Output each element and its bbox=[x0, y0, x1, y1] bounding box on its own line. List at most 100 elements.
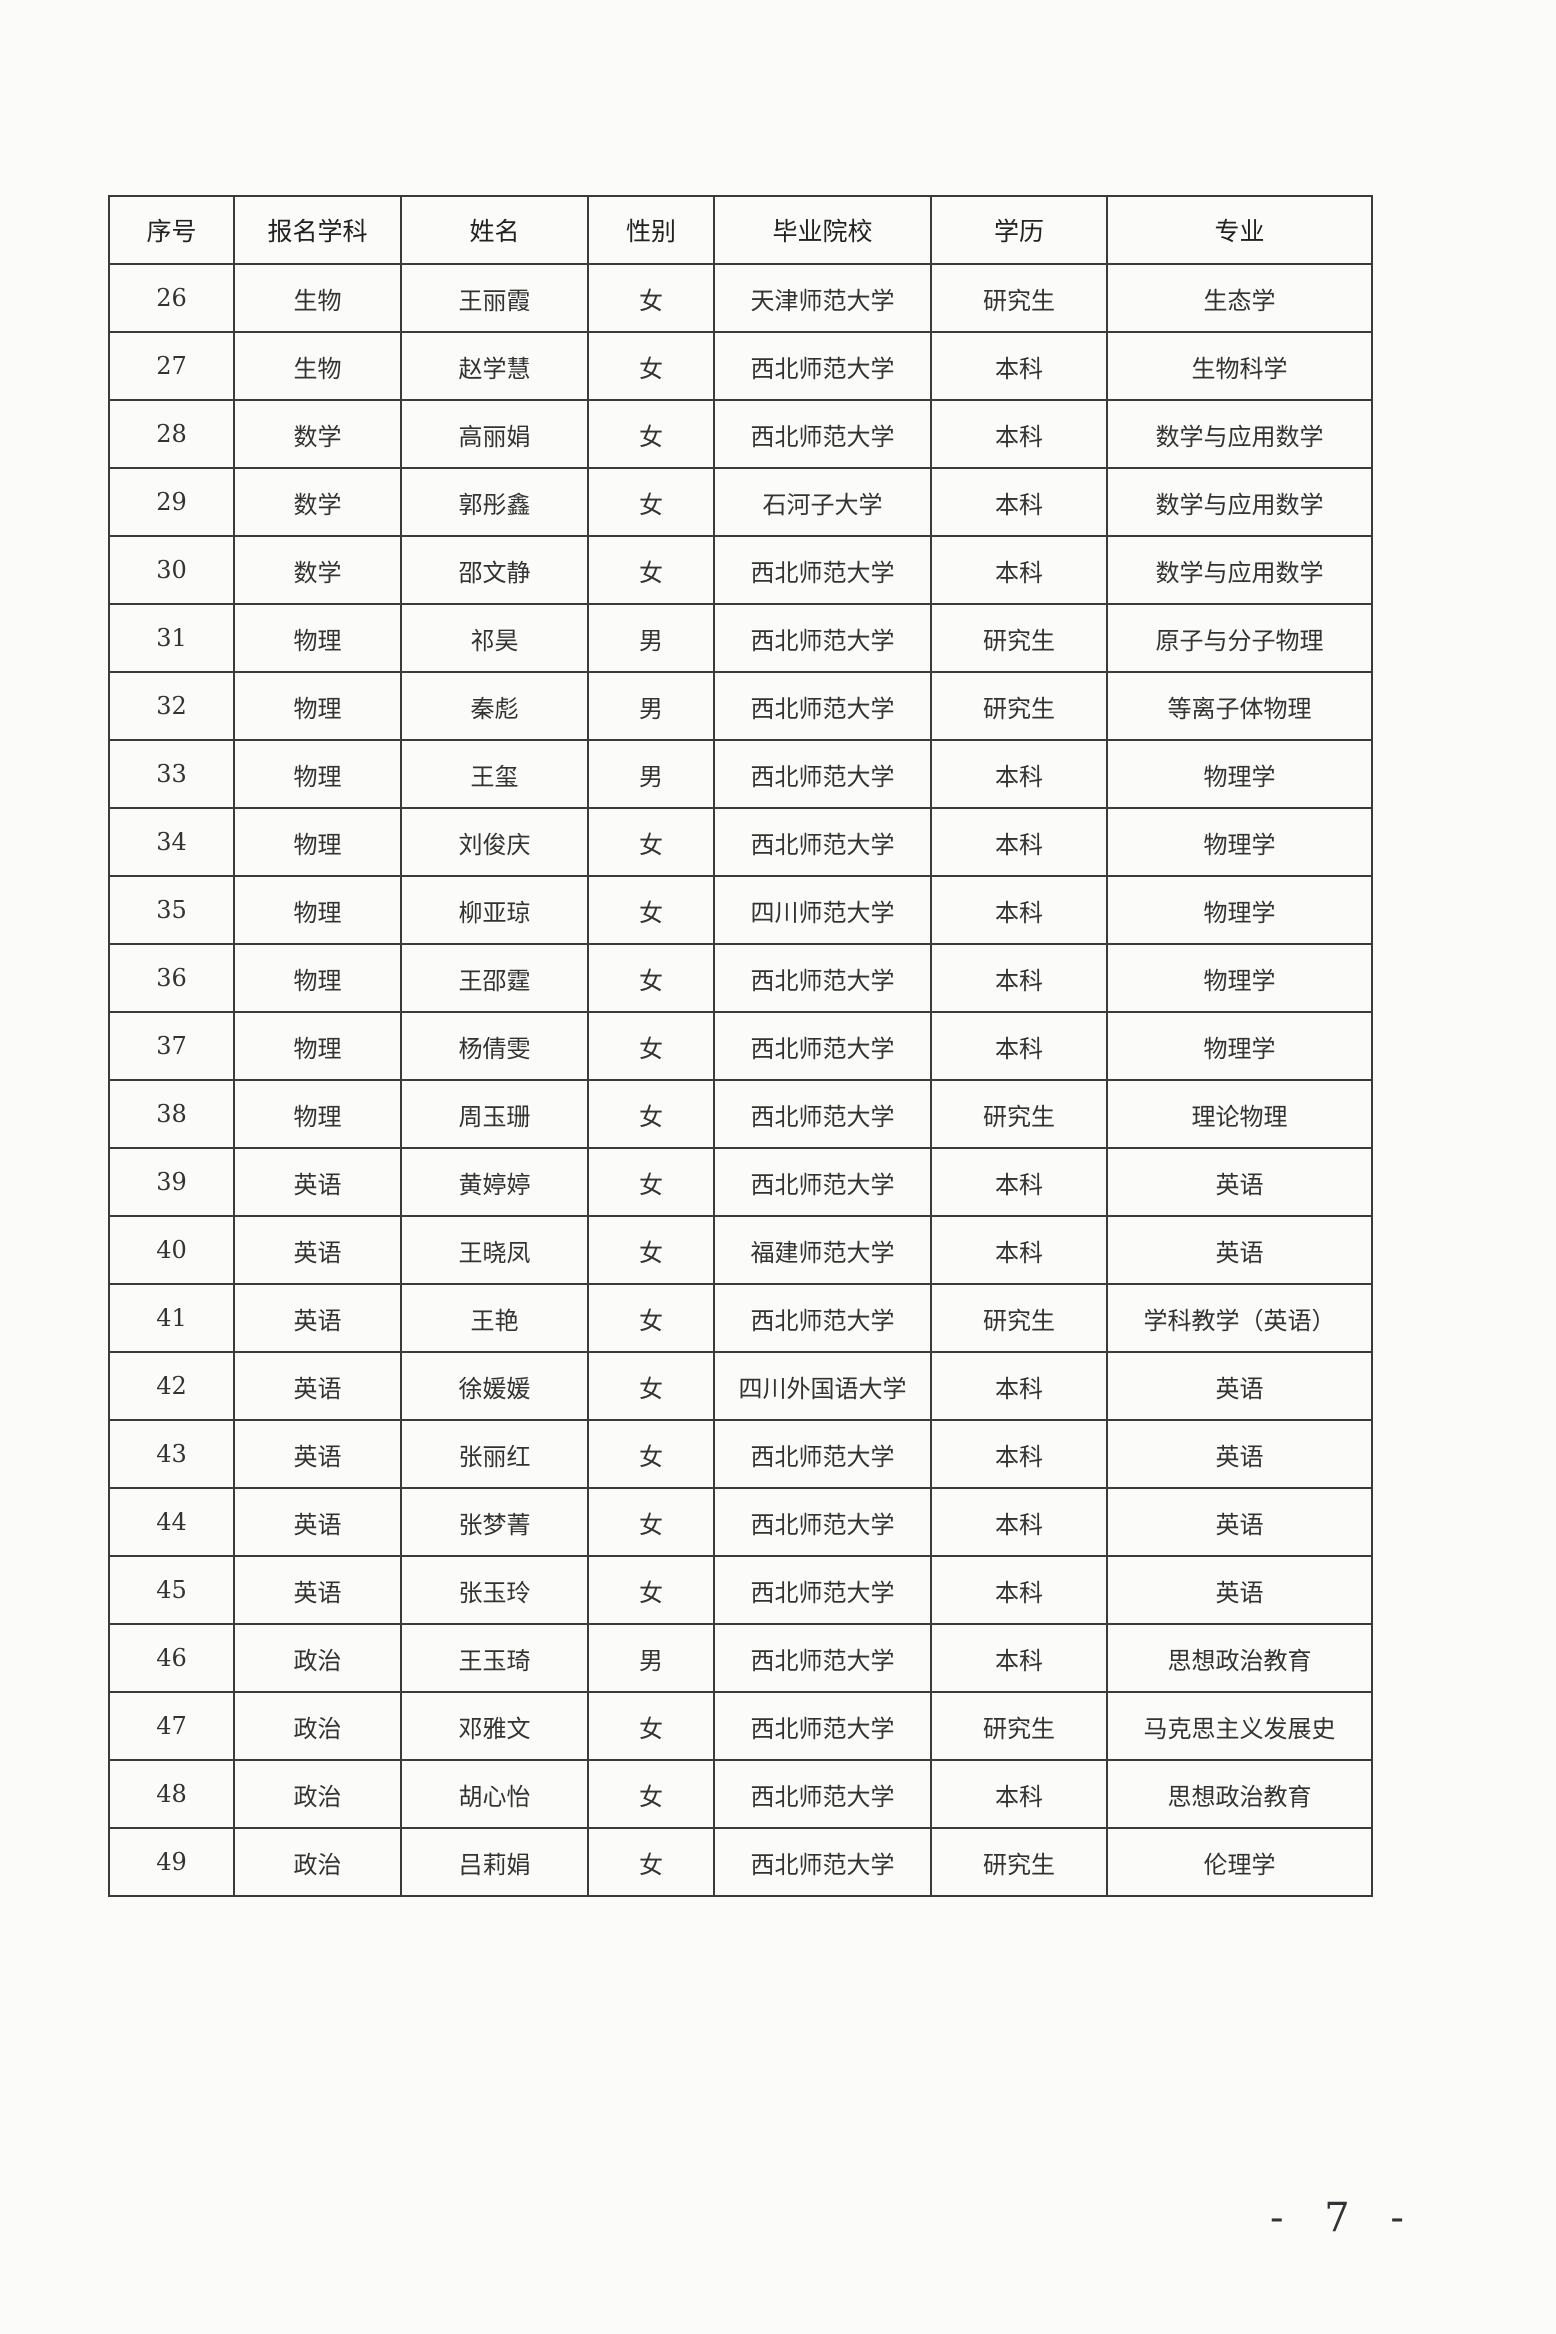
cell-major: 生态学 bbox=[1106, 263, 1373, 333]
cell-subject: 政治 bbox=[233, 1827, 402, 1897]
cell-index: 47 bbox=[108, 1691, 235, 1761]
cell-name: 张丽红 bbox=[400, 1419, 589, 1489]
cell-school: 西北师范大学 bbox=[713, 1011, 932, 1081]
cell-major: 物理学 bbox=[1106, 875, 1373, 945]
cell-index: 30 bbox=[108, 535, 235, 605]
cell-index: 43 bbox=[108, 1419, 235, 1489]
cell-school: 四川师范大学 bbox=[713, 875, 932, 945]
cell-name: 王玺 bbox=[400, 739, 589, 809]
cell-degree: 本科 bbox=[930, 1351, 1108, 1421]
table-row: 44 英语 张梦菁女西北师范大学 本科 英语 bbox=[108, 1487, 1373, 1557]
cell-name: 赵学慧 bbox=[400, 331, 589, 401]
cell-school: 西北师范大学 bbox=[713, 1623, 932, 1693]
cell-name: 秦彪 bbox=[400, 671, 589, 741]
cell-name: 徐媛媛 bbox=[400, 1351, 589, 1421]
cell-school: 西北师范大学 bbox=[713, 739, 932, 809]
cell-degree: 本科 bbox=[930, 875, 1108, 945]
cell-subject: 物理 bbox=[233, 875, 402, 945]
cell-gender: 男 bbox=[587, 739, 715, 809]
cell-gender: 女 bbox=[587, 399, 715, 469]
cell-index: 39 bbox=[108, 1147, 235, 1217]
cell-major: 物理学 bbox=[1106, 739, 1373, 809]
table-row: 29 数学 郭彤鑫女石河子大学 本科 数学与应用数学 bbox=[108, 467, 1373, 537]
cell-degree: 研究生 bbox=[930, 1283, 1108, 1353]
cell-degree: 本科 bbox=[930, 807, 1108, 877]
cell-major: 伦理学 bbox=[1106, 1827, 1373, 1897]
cell-school: 西北师范大学 bbox=[713, 1283, 932, 1353]
cell-name: 杨倩雯 bbox=[400, 1011, 589, 1081]
cell-name: 张玉玲 bbox=[400, 1555, 589, 1625]
table-row: 31 物理 祁昊男西北师范大学 研究生 原子与分子物理 bbox=[108, 603, 1373, 673]
cell-gender: 女 bbox=[587, 1283, 715, 1353]
table-row: 39 英语 黄婷婷女西北师范大学 本科 英语 bbox=[108, 1147, 1373, 1217]
cell-major: 英语 bbox=[1106, 1419, 1373, 1489]
table-row: 37 物理 杨倩雯女西北师范大学 本科 物理学 bbox=[108, 1011, 1373, 1081]
cell-name: 周玉珊 bbox=[400, 1079, 589, 1149]
cell-gender: 女 bbox=[587, 1827, 715, 1897]
cell-name: 邓雅文 bbox=[400, 1691, 589, 1761]
table-row: 42 英语 徐媛媛女四川外国语大学 本科 英语 bbox=[108, 1351, 1373, 1421]
cell-gender: 女 bbox=[587, 1147, 715, 1217]
table-row: 34 物理 刘俊庆女西北师范大学 本科 物理学 bbox=[108, 807, 1373, 877]
cell-school: 西北师范大学 bbox=[713, 603, 932, 673]
cell-major: 马克思主义发展史 bbox=[1106, 1691, 1373, 1761]
header-subject: 报名学科 bbox=[233, 195, 402, 265]
cell-degree: 本科 bbox=[930, 1623, 1108, 1693]
table-row: 49 政治 吕莉娟女西北师范大学 研究生 伦理学 bbox=[108, 1827, 1373, 1897]
cell-school: 西北师范大学 bbox=[713, 1079, 932, 1149]
cell-degree: 本科 bbox=[930, 739, 1108, 809]
table-row: 45 英语 张玉玲女西北师范大学 本科 英语 bbox=[108, 1555, 1373, 1625]
cell-major: 数学与应用数学 bbox=[1106, 467, 1373, 537]
cell-subject: 物理 bbox=[233, 1079, 402, 1149]
cell-degree: 本科 bbox=[930, 1419, 1108, 1489]
table-row: 46 政治 王玉琦男西北师范大学 本科 思想政治教育 bbox=[108, 1623, 1373, 1693]
cell-gender: 男 bbox=[587, 671, 715, 741]
cell-school: 西北师范大学 bbox=[713, 399, 932, 469]
cell-index: 33 bbox=[108, 739, 235, 809]
cell-degree: 本科 bbox=[930, 943, 1108, 1013]
table-row: 27 生物 赵学慧女西北师范大学 本科 生物科学 bbox=[108, 331, 1373, 401]
cell-index: 37 bbox=[108, 1011, 235, 1081]
cell-name: 邵文静 bbox=[400, 535, 589, 605]
header-gender: 性别 bbox=[587, 195, 715, 265]
table-row: 36 物理 王邵霆女西北师范大学 本科 物理学 bbox=[108, 943, 1373, 1013]
cell-name: 王丽霞 bbox=[400, 263, 589, 333]
cell-school: 西北师范大学 bbox=[713, 1419, 932, 1489]
cell-major: 物理学 bbox=[1106, 943, 1373, 1013]
cell-index: 34 bbox=[108, 807, 235, 877]
cell-gender: 女 bbox=[587, 1215, 715, 1285]
table-row: 32 物理 秦彪男西北师范大学 研究生 等离子体物理 bbox=[108, 671, 1373, 741]
cell-gender: 女 bbox=[587, 535, 715, 605]
cell-subject: 政治 bbox=[233, 1691, 402, 1761]
cell-name: 王晓凤 bbox=[400, 1215, 589, 1285]
cell-name: 祁昊 bbox=[400, 603, 589, 673]
cell-index: 46 bbox=[108, 1623, 235, 1693]
cell-gender: 女 bbox=[587, 467, 715, 537]
cell-name: 王玉琦 bbox=[400, 1623, 589, 1693]
cell-name: 刘俊庆 bbox=[400, 807, 589, 877]
cell-degree: 本科 bbox=[930, 467, 1108, 537]
cell-index: 32 bbox=[108, 671, 235, 741]
cell-subject: 英语 bbox=[233, 1215, 402, 1285]
cell-degree: 本科 bbox=[930, 1011, 1108, 1081]
cell-major: 生物科学 bbox=[1106, 331, 1373, 401]
cell-gender: 女 bbox=[587, 875, 715, 945]
table-row: 48 政治 胡心怡女西北师范大学 本科 思想政治教育 bbox=[108, 1759, 1373, 1829]
cell-index: 49 bbox=[108, 1827, 235, 1897]
cell-degree: 本科 bbox=[930, 1555, 1108, 1625]
cell-gender: 男 bbox=[587, 603, 715, 673]
cell-school: 西北师范大学 bbox=[713, 671, 932, 741]
table-row: 35 物理 柳亚琼女四川师范大学 本科 物理学 bbox=[108, 875, 1373, 945]
cell-gender: 女 bbox=[587, 807, 715, 877]
cell-gender: 女 bbox=[587, 263, 715, 333]
cell-degree: 研究生 bbox=[930, 603, 1108, 673]
cell-subject: 生物 bbox=[233, 331, 402, 401]
cell-subject: 数学 bbox=[233, 467, 402, 537]
cell-name: 胡心怡 bbox=[400, 1759, 589, 1829]
cell-gender: 女 bbox=[587, 1691, 715, 1761]
cell-index: 44 bbox=[108, 1487, 235, 1557]
cell-subject: 物理 bbox=[233, 603, 402, 673]
cell-school: 西北师范大学 bbox=[713, 1691, 932, 1761]
cell-degree: 研究生 bbox=[930, 1079, 1108, 1149]
cell-degree: 研究生 bbox=[930, 1827, 1108, 1897]
